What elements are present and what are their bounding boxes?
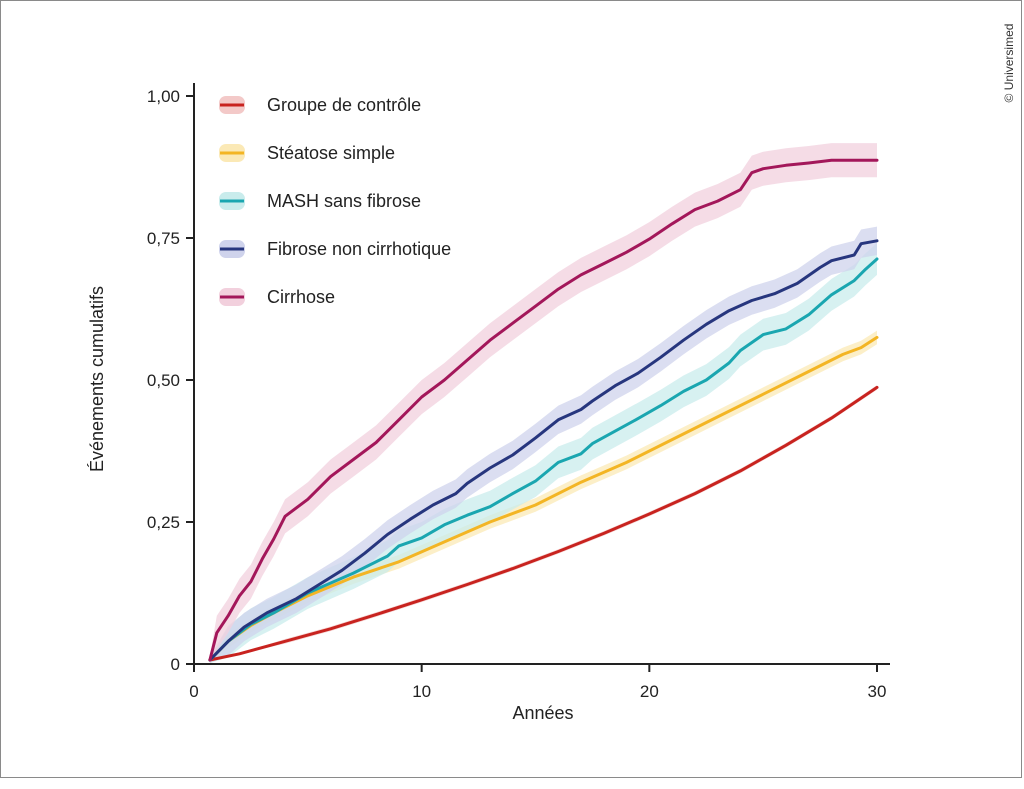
series-4-confidence-band — [209, 226, 877, 663]
x-tick-label: 30 — [868, 682, 887, 701]
series-2-confidence-band — [209, 330, 877, 662]
y-tick-label: 0,25 — [147, 513, 180, 532]
x-tick-label: 0 — [189, 682, 198, 701]
series-1-line — [208, 385, 879, 662]
series-2-legend-label: Stéatose simple — [267, 143, 395, 163]
series-1-legend-label: Groupe de contrôle — [267, 95, 421, 115]
y-tick-label: 0,50 — [147, 371, 180, 390]
y-ticks: 0 0,25 0,50 0,75 1,00 — [147, 87, 194, 674]
y-tick-label: 0,75 — [147, 229, 180, 248]
confidence-bands — [209, 143, 877, 664]
series-5-legend-label: Cirrhose — [267, 287, 335, 307]
series-lines — [208, 158, 879, 662]
series-3-confidence-band — [209, 243, 877, 664]
series-3-legend-label: MASH sans fibrose — [267, 191, 421, 211]
legend: Groupe de contrôle Stéatose simple MASH sa… — [219, 95, 451, 307]
series-4-line — [208, 239, 879, 662]
x-tick-label: 20 — [640, 682, 659, 701]
series-3-line — [208, 257, 879, 662]
series-4-legend-label: Fibrose non cirrhotique — [267, 239, 451, 259]
copyright-credit: © Universimed — [1002, 23, 1016, 103]
y-axis-title: Événements cumulatifs — [87, 286, 107, 472]
x-ticks: 0 10 20 30 — [189, 664, 886, 701]
axes — [193, 83, 890, 665]
x-axis-title: Années — [512, 703, 573, 723]
y-tick-label: 1,00 — [147, 87, 180, 106]
series-5-line — [208, 158, 879, 662]
y-tick-label: 0 — [171, 655, 180, 674]
x-tick-label: 10 — [412, 682, 431, 701]
